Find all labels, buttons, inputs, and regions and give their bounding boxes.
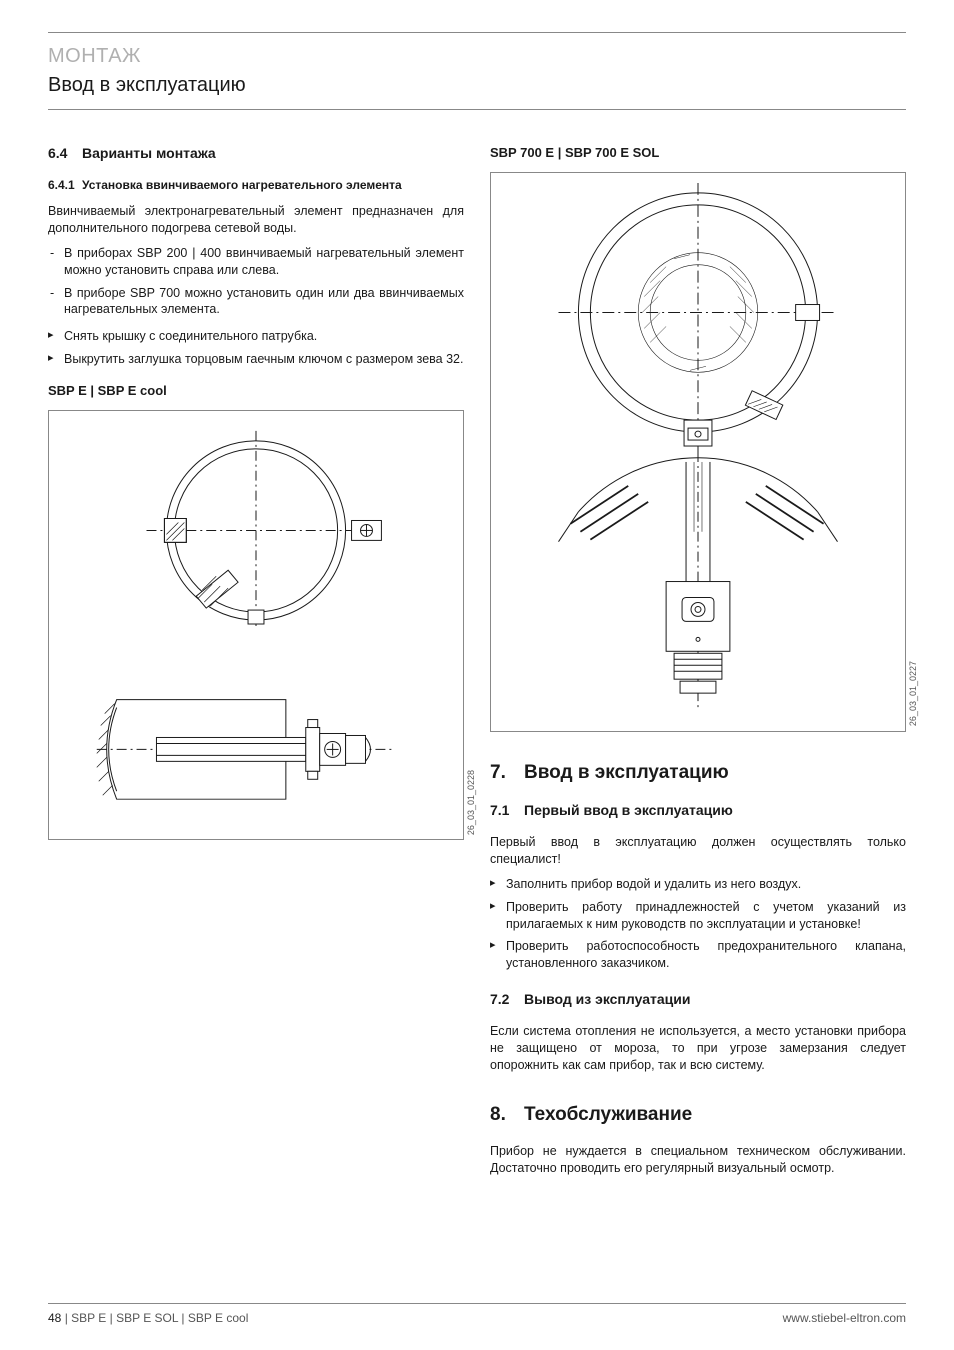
footer-left: 48 | SBP E | SBP E SOL | SBP E cool bbox=[48, 1310, 248, 1326]
heading-num: 7.2 bbox=[490, 990, 524, 1009]
heading-text: Техобслуживание bbox=[524, 1102, 692, 1128]
list-item: В приборе SBP 700 можно установить один … bbox=[48, 285, 464, 319]
figure-label-right: SBP 700 E | SBP 700 E SOL bbox=[490, 144, 906, 162]
heading-7-2: 7.2 Вывод из эксплуатации bbox=[490, 990, 906, 1009]
paragraph-7-2: Если система отопления не используется, … bbox=[490, 1023, 906, 1074]
footer-url: www.stiebel-eltron.com bbox=[783, 1310, 906, 1326]
dash-list: В приборах SBP 200 | 400 ввинчиваемый на… bbox=[48, 245, 464, 319]
footer-model: | SBP E | SBP E SOL | SBP E cool bbox=[61, 1311, 248, 1325]
diagram-sbp-700-icon bbox=[491, 173, 905, 731]
header-title: Ввод в эксплуатацию bbox=[48, 72, 906, 99]
list-item: Заполнить прибор водой и удалить из него… bbox=[490, 876, 906, 893]
list-item: Снять крышку с соединительного патрубка. bbox=[48, 328, 464, 345]
list-item: Выкрутить заглушка торцовым гаечным ключ… bbox=[48, 351, 464, 368]
header-category: МОНТАЖ bbox=[48, 43, 906, 70]
page-footer: 48 | SBP E | SBP E SOL | SBP E cool www.… bbox=[48, 1303, 906, 1326]
heading-text: Варианты монтажа bbox=[82, 144, 216, 163]
list-item: Проверить работу принадлежностей с учето… bbox=[490, 899, 906, 933]
heading-num: 8. bbox=[490, 1102, 524, 1128]
heading-text: Ввод в эксплуатацию bbox=[524, 760, 729, 786]
right-column: SBP 700 E | SBP 700 E SOL bbox=[490, 140, 906, 1185]
paragraph-7-1: Первый ввод в эксплуатацию должен осущес… bbox=[490, 834, 906, 868]
triangle-list-71: Заполнить прибор водой и удалить из него… bbox=[490, 876, 906, 972]
heading-text: Первый ввод в эксплуатацию bbox=[524, 801, 733, 820]
heading-7: 7. Ввод в эксплуатацию bbox=[490, 760, 906, 786]
header-rule bbox=[48, 109, 906, 110]
intro-paragraph: Ввинчиваемый электронагревательный элеме… bbox=[48, 203, 464, 237]
page-number: 48 bbox=[48, 1311, 61, 1325]
figure-left: 26_03_01_0228 bbox=[48, 410, 464, 840]
paragraph-8: Прибор не нуждается в специальном технич… bbox=[490, 1143, 906, 1177]
list-item: Проверить работоспособность предохраните… bbox=[490, 938, 906, 972]
figure-right: 26_03_01_0227 bbox=[490, 172, 906, 732]
heading-num: 6.4 bbox=[48, 144, 82, 163]
heading-7-1: 7.1 Первый ввод в эксплуатацию bbox=[490, 801, 906, 820]
figure-label-left: SBP E | SBP E cool bbox=[48, 382, 464, 400]
list-item: В приборах SBP 200 | 400 ввинчиваемый на… bbox=[48, 245, 464, 279]
heading-num: 6.4.1 bbox=[48, 177, 82, 193]
left-column: 6.4 Варианты монтажа 6.4.1 Установка вви… bbox=[48, 140, 464, 1185]
heading-num: 7. bbox=[490, 760, 524, 786]
heading-text: Вывод из эксплуатации bbox=[524, 990, 690, 1009]
heading-6-4-1: 6.4.1 Установка ввинчиваемого нагревател… bbox=[48, 177, 464, 193]
heading-6-4: 6.4 Варианты монтажа bbox=[48, 144, 464, 163]
heading-8: 8. Техобслуживание bbox=[490, 1102, 906, 1128]
heading-text: Установка ввинчиваемого нагревательного … bbox=[82, 177, 402, 193]
diagram-sbp-e-icon bbox=[49, 411, 463, 839]
heading-num: 7.1 bbox=[490, 801, 524, 820]
figure-ref-left: 26_03_01_0228 bbox=[465, 770, 477, 835]
figure-ref-right: 26_03_01_0227 bbox=[907, 661, 919, 726]
page-header: МОНТАЖ Ввод в эксплуатацию bbox=[48, 43, 906, 110]
top-rule bbox=[48, 32, 906, 33]
content-columns: 6.4 Варианты монтажа 6.4.1 Установка вви… bbox=[48, 140, 906, 1185]
triangle-list: Снять крышку с соединительного патрубка.… bbox=[48, 328, 464, 368]
